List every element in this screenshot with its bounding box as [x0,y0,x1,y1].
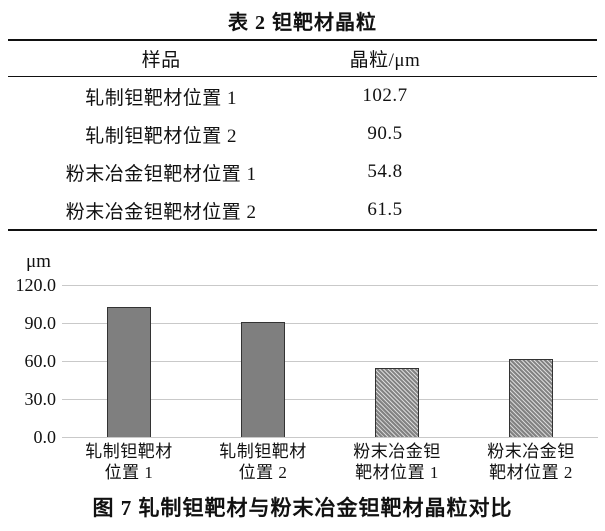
grain-size-table: 样品 晶粒/μm 轧制钽靶材位置 1 102.7 轧制钽靶材位置 2 90.5 粉末冶金… [8,39,597,231]
table-cell-sample: 轧制钽靶材位置 1 [85,87,238,109]
bar-3 [375,367,419,437]
bar-1 [107,306,151,437]
table-body: 轧制钽靶材位置 1 102.7 轧制钽靶材位置 2 90.5 粉末冶金钽靶材位置 1 54… [8,77,597,229]
y-axis-tick-label: 90.0 [24,313,57,333]
gridline [62,398,598,400]
gridline [62,284,598,286]
x-axis-category-label: 轧制钽靶材 位置 1 [85,442,173,482]
gridline [62,436,598,438]
x-axis-labels: 轧制钽靶材 位置 1 轧制钽靶材 位置 2 粉末冶金钽 靶材位置 1 粉末冶金钽 靶材位置 2 [62,441,598,483]
table-cell-grain-value: 61.5 [367,199,403,220]
table-row: 粉末冶金钽靶材位置 2 61.5 [8,191,597,229]
y-axis-tick-label: 0.0 [33,427,57,447]
table-cell-sample: 粉末冶金钽靶材位置 1 [65,163,257,185]
table-cell-grain-value: 90.5 [367,123,403,144]
x-axis-category-label: 粉末冶金钽 靶材位置 2 [487,442,575,482]
table-header-grain: 晶粒/μm [349,50,421,71]
bar-2 [241,322,285,437]
y-axis-tick-label: 120.0 [15,275,57,295]
y-axis-unit-label: μm [26,251,51,272]
figure-caption: 图 7 轧制钽靶材与粉末冶金钽靶材晶粒对比 [92,496,513,520]
table-row: 轧制钽靶材位置 2 90.5 [8,115,597,153]
table-header-row: 样品 晶粒/μm [8,41,597,77]
table-row: 粉末冶金钽靶材位置 1 54.8 [8,153,597,191]
y-axis-tick-label: 30.0 [24,389,57,409]
bar-chart-plot-area [62,284,598,438]
gridline [62,360,598,362]
table-cell-grain-value: 54.8 [367,161,403,182]
table-cell-sample: 粉末冶金钽靶材位置 2 [65,201,257,223]
gridline [62,322,598,324]
table-cell-sample: 轧制钽靶材位置 2 [85,125,238,147]
bar-4 [509,359,553,437]
table-cell-grain-value: 102.7 [362,85,408,106]
table-header-sample: 样品 [141,50,181,71]
y-axis-tick-label: 60.0 [24,351,57,371]
x-axis-category-label: 粉末冶金钽 靶材位置 1 [353,442,441,482]
x-axis-category-label: 轧制钽靶材 位置 2 [219,442,307,482]
table-title: 表 2 钽靶材晶粒 [228,12,377,34]
table-row: 轧制钽靶材位置 1 102.7 [8,77,597,115]
